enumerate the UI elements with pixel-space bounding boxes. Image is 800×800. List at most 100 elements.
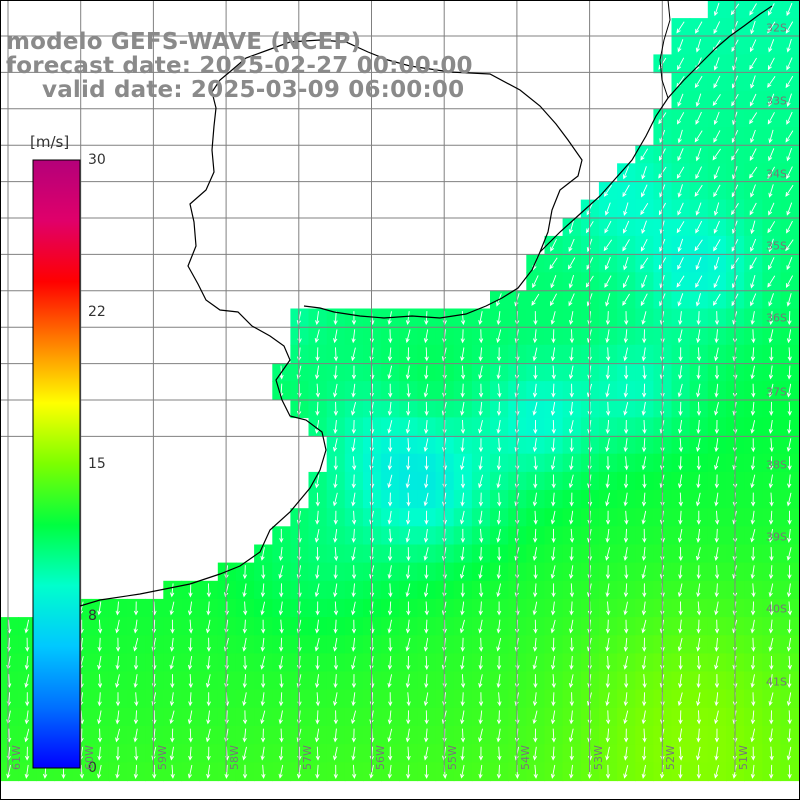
wind-arrow [677,293,684,307]
wind-arrow [606,401,611,416]
wind-arrow [351,674,357,689]
wind-arrow [279,583,284,598]
wind-arrow [569,746,574,761]
wind-arrow [115,637,121,652]
wind-arrow [405,728,410,743]
wind-arrow [479,528,484,543]
lon-label: 51W [737,745,750,770]
wind-arrow [694,184,703,197]
wind-arrow [551,419,556,435]
wind-arrow [405,510,411,525]
wind-arrow [134,692,139,707]
wind-arrow [713,256,720,271]
wind-arrow [696,401,702,416]
wind-arrow [604,275,612,288]
wind-arrow [332,438,338,453]
wind-arrow [568,420,574,434]
wind-arrow [768,129,774,144]
colorbar-tick-8: 8 [88,608,97,624]
wind-arrow [769,347,774,362]
wind-arrow [24,655,29,670]
wind-arrow [768,93,775,107]
wind-arrow [751,583,756,598]
wind-arrow [696,510,701,525]
wind-arrow [242,583,247,598]
wind-arrow [696,347,702,362]
wind-arrow [424,601,429,616]
wind-arrow [134,746,139,761]
wind-arrow [460,329,465,344]
colorbar-tick-0: 0 [88,760,97,776]
wind-arrow [478,474,484,489]
wind-arrow [713,275,721,289]
wind-arrow [551,637,556,652]
wind-arrow [532,692,538,707]
lat-label: 41S [766,675,787,689]
wind-arrow [714,438,719,453]
wind-arrow [314,637,320,652]
wind-arrow [24,764,29,779]
wind-arrow [641,166,647,180]
wind-arrow [315,547,320,562]
wind-arrow [640,257,649,270]
wind-arrow [532,347,538,362]
wind-arrow [169,746,175,761]
wind-arrow [623,202,629,217]
wind-arrow [387,674,393,689]
lon-label: 56W [374,745,387,770]
wind-arrow [623,365,629,380]
wind-arrow [695,256,702,271]
wind-arrow [97,674,103,689]
wind-arrow [605,746,610,761]
wind-arrow [478,510,483,525]
wind-arrow [786,637,792,652]
wind-arrow [533,311,538,326]
wind-arrow [423,383,429,398]
wind-arrow [478,456,483,471]
wind-arrow [678,601,683,616]
wind-arrow [278,547,284,562]
wind-arrow [768,528,774,543]
wind-arrow [387,365,393,380]
wind-arrow [496,637,502,652]
wind-arrow [623,746,628,761]
wind-arrow [242,764,248,779]
wind-arrow [786,438,792,452]
wind-arrow [767,76,776,88]
wind-arrow [641,601,647,616]
wind-arrow [97,601,102,616]
wind-arrow [351,692,356,707]
wind-arrow [532,547,538,562]
wind-arrow [550,401,556,416]
wind-arrow [187,764,193,779]
wind-arrow [695,166,703,180]
wind-arrow [333,565,338,580]
wind-arrow [205,728,211,743]
wind-arrow [714,419,720,435]
wind-arrow [133,710,139,725]
wind-arrow [460,583,465,598]
wind-arrow [405,311,411,326]
wind-arrow [624,565,629,580]
wind-arrow [497,547,502,562]
wind-arrow [97,746,102,761]
wind-arrow [696,655,702,671]
forecast-date: forecast date: 2025-02-27 00:00:00 [6,53,473,79]
wind-arrow [423,637,429,652]
wind-arrow [478,492,484,507]
wind-arrow [568,220,574,235]
wind-arrow [623,528,629,543]
wind-cell [707,90,727,110]
wind-arrow [24,728,30,743]
wind-arrow [424,710,429,725]
wind-arrow [604,256,611,271]
wind-arrow [641,764,646,779]
wind-arrow [605,565,611,580]
wind-arrow [678,456,683,471]
wind-arrow [786,492,792,507]
wind-arrow [768,637,774,652]
wind-arrow [623,401,629,416]
wind-arrow [533,528,538,543]
wind-arrow [333,401,339,416]
wind-arrow [786,275,793,289]
